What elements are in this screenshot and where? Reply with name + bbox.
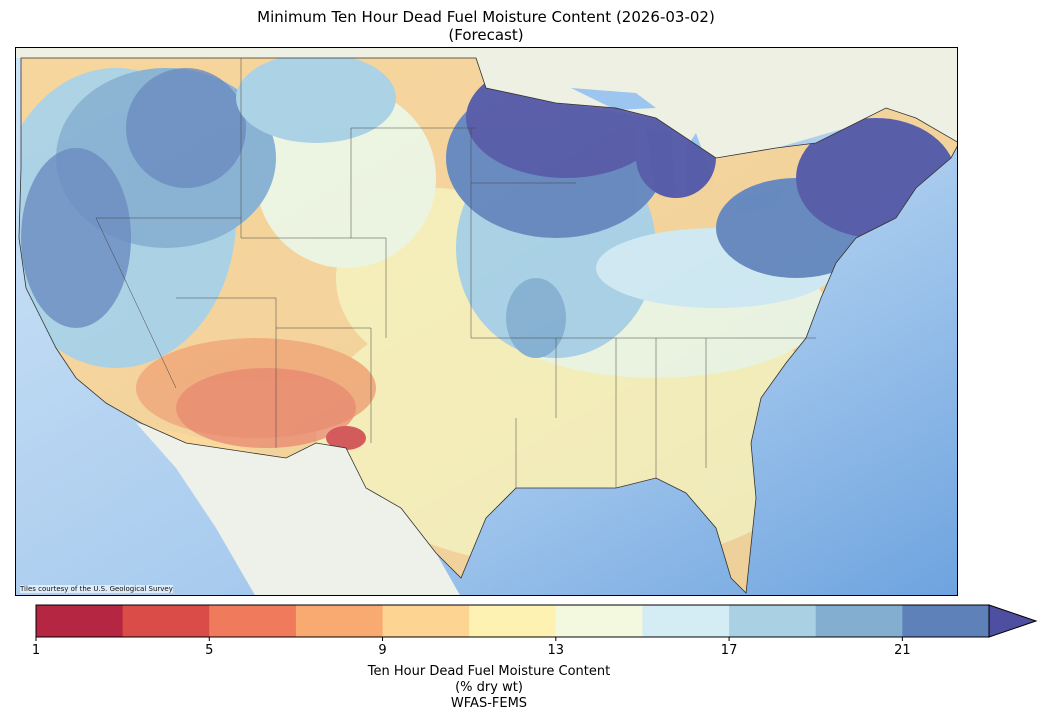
colorbar-bin [815,605,903,637]
fuel-moisture-layer [19,58,957,593]
colorbar-bin [295,605,384,637]
colorbar-bin [555,605,643,637]
colorbar-bin [469,605,557,637]
state-borders [95,58,816,488]
chart-title: Minimum Ten Hour Dead Fuel Moisture Cont… [0,8,972,44]
colorbar-tick-label: 21 [894,643,911,658]
colorbar-outline [35,604,990,638]
colorbar-label-line2: (% dry wt) [455,680,523,695]
canada-land [16,48,957,158]
us-border [18,57,957,594]
colorbar-bin [122,605,210,637]
colorbar-label-line1: Ten Hour Dead Fuel Moisture Content [367,664,611,679]
colorbar-tick-label: 13 [547,643,565,658]
colorbar-bin [729,605,817,637]
colorbar-extend-arrow [988,604,1038,638]
colorbar-bin [642,605,730,637]
colorbar-bin [382,605,470,637]
colorbar-bin [902,605,990,637]
title-line2: (Forecast) [448,26,524,44]
colorbar-bin [36,605,124,637]
colorbar-label-line3: WFAS-FEMS [450,696,528,711]
colorbar-tick-label: 1 [31,643,41,658]
title-line1: Minimum Ten Hour Dead Fuel Moisture Cont… [257,8,715,26]
mexico-land [136,423,460,595]
colorbar-tick-label: 5 [205,643,214,658]
map-panel[interactable]: Tiles courtesy of the U.S. Geological Su… [15,47,958,596]
colorbar-bin [209,605,297,637]
colorbar [35,604,1038,641]
colorbar-tick-label: 17 [720,643,738,658]
tile-attribution: Tiles courtesy of the U.S. Geological Su… [20,585,173,593]
colorbar-tick-label: 9 [378,643,387,658]
map-svg [16,48,957,595]
